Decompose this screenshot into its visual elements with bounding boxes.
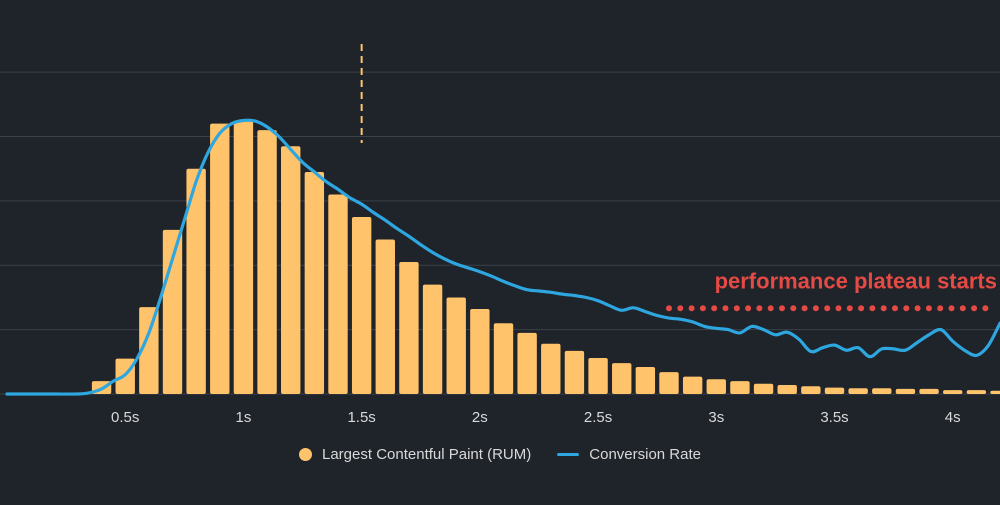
lcp-bar[interactable]	[919, 388, 939, 394]
x-tick-label: 3s	[708, 409, 724, 426]
plateau-dot	[756, 305, 763, 312]
plateau-dot	[971, 305, 978, 312]
lcp-bar[interactable]	[375, 239, 395, 394]
lcp-bar[interactable]	[210, 123, 230, 394]
plateau-dot	[790, 305, 797, 312]
plateau-dot	[722, 305, 729, 312]
lcp-bar[interactable]	[943, 390, 963, 394]
lcp-bar[interactable]	[399, 262, 419, 394]
lcp-bar[interactable]	[612, 363, 632, 394]
legend-label-lcp: Largest Contentful Paint (RUM)	[322, 446, 532, 463]
lcp-bar[interactable]	[233, 120, 254, 395]
lcp-bar[interactable]	[659, 372, 679, 394]
x-tick-label: 2.5s	[584, 409, 612, 426]
plateau-dot	[948, 305, 955, 312]
lcp-bar[interactable]	[682, 376, 703, 394]
legend-dot-icon	[299, 448, 312, 461]
lcp-bar[interactable]	[872, 388, 892, 394]
plateau-dot	[688, 305, 695, 312]
plateau-dot	[801, 305, 808, 312]
x-tick-label: 1s	[236, 409, 252, 426]
legend-item-conversion[interactable]: Conversion Rate	[557, 446, 701, 463]
x-axis-ticks: 0.5s 1s 1.5s 2s 2.5s 3s 3.5s 4s	[111, 409, 961, 426]
lcp-bar[interactable]	[446, 297, 466, 394]
lcp-bar[interactable]	[635, 366, 656, 394]
x-tick-label: 1.5s	[347, 409, 375, 426]
lcp-bar[interactable]	[895, 388, 916, 394]
plateau-dot	[914, 305, 921, 312]
lcp-bar[interactable]	[801, 386, 821, 394]
lcp-bar[interactable]	[328, 194, 348, 394]
lcp-bar[interactable]	[541, 343, 561, 394]
x-tick-label: 4s	[945, 409, 961, 426]
plateau-dot	[835, 305, 842, 312]
plateau-dot	[711, 305, 718, 312]
lcp-bar[interactable]	[966, 390, 987, 394]
plateau-dot	[767, 305, 774, 312]
x-tick-label: 0.5s	[111, 409, 139, 426]
lcp-bar[interactable]	[588, 357, 608, 394]
legend-label-conversion: Conversion Rate	[589, 446, 701, 463]
plateau-dot	[959, 305, 966, 312]
conversion-line-group	[5, 118, 1000, 396]
legend-item-lcp[interactable]: Largest Contentful Paint (RUM)	[299, 446, 531, 463]
lcp-bar[interactable]	[351, 217, 372, 394]
legend: Largest Contentful Paint (RUM) Conversio…	[0, 446, 1000, 463]
lcp-bar[interactable]	[281, 146, 301, 394]
plateau-dot	[892, 305, 898, 312]
plateau-dot	[733, 305, 740, 312]
lcp-bar[interactable]	[730, 381, 750, 394]
lcp-bar[interactable]	[304, 171, 325, 394]
plateau-dot	[745, 305, 752, 312]
plateau-dot	[880, 305, 887, 312]
lcp-bar[interactable]	[753, 383, 774, 394]
x-tick-label: 2s	[472, 409, 488, 426]
plateau-dot	[869, 305, 876, 312]
lcp-bar[interactable]	[848, 388, 868, 394]
plateau-dot	[982, 305, 989, 312]
lcp-bar[interactable]	[824, 387, 845, 394]
lcp-bar[interactable]	[706, 379, 726, 394]
annotation-group: performance plateau starts	[666, 268, 997, 312]
lcp-bar[interactable]	[777, 384, 797, 394]
x-tick-label: 3.5s	[820, 409, 848, 426]
plateau-dot	[846, 305, 853, 312]
lcp-bar[interactable]	[257, 130, 277, 395]
plateau-dot	[903, 305, 910, 312]
legend-line-icon	[557, 453, 580, 456]
lcp-bar[interactable]	[564, 350, 585, 394]
lcp-bar[interactable]	[470, 309, 490, 394]
plateau-dot	[666, 305, 672, 312]
conversion-rate-line[interactable]	[5, 118, 1000, 396]
plateau-dot	[824, 305, 831, 312]
annotation-label: performance plateau starts	[715, 268, 997, 293]
lcp-bars	[91, 120, 1000, 395]
lcp-bar[interactable]	[990, 390, 1000, 394]
lcp-bar[interactable]	[493, 323, 514, 394]
lcp-bar[interactable]	[517, 332, 537, 394]
plateau-dot	[812, 305, 819, 312]
plateau-dot	[699, 305, 706, 312]
plateau-dot	[925, 305, 932, 312]
plateau-dot	[779, 305, 785, 312]
lcp-bar[interactable]	[422, 284, 443, 394]
plateau-dot	[677, 305, 684, 312]
plateau-dot	[858, 305, 865, 312]
lcp-bar[interactable]	[139, 307, 159, 394]
lcp-bar[interactable]	[186, 168, 206, 394]
plateau-dot	[937, 305, 944, 312]
